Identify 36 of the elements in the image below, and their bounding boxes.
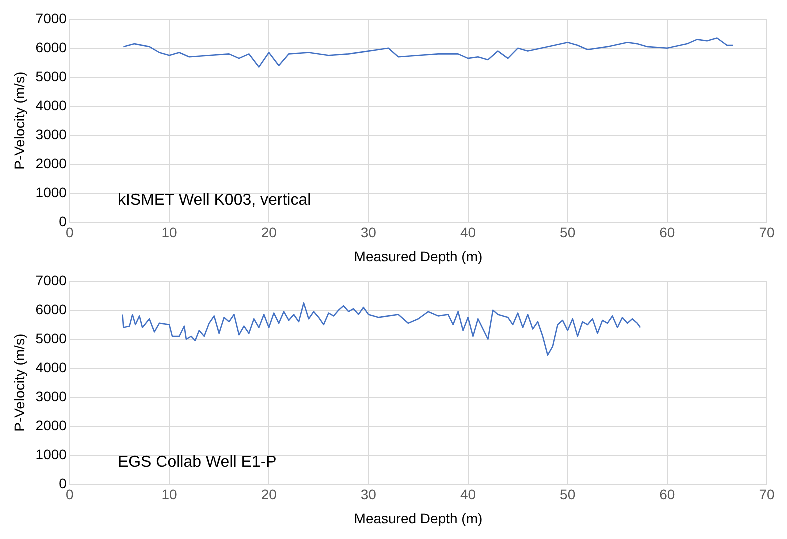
x-tick-label: 60 (660, 224, 676, 241)
y-axis-title: P-Velocity (m/s) (11, 72, 28, 170)
annotation: EGS Collab Well E1-P (118, 454, 277, 471)
annotation: kISMET Well K003, vertical (118, 192, 312, 209)
x-tick-label: 70 (759, 486, 775, 503)
x-tick-label: 40 (460, 486, 476, 503)
y-tick-label: 4000 (36, 359, 68, 376)
y-tick-label: 6000 (36, 39, 68, 56)
y-axis-title: P-Velocity (m/s) (11, 334, 28, 432)
y-tick-label: 1000 (36, 446, 68, 462)
y-tick-label: 3000 (36, 388, 68, 404)
x-tick-label: 50 (560, 224, 576, 241)
x-tick-label: 40 (460, 224, 476, 241)
y-tick-label: 3000 (36, 126, 68, 142)
x-axis-title: Measured Depth (m) (354, 510, 483, 526)
y-tick-label: 2000 (36, 155, 68, 172)
y-tick-label: 6000 (36, 301, 68, 318)
x-tick-label: 20 (261, 224, 278, 241)
x-tick-label: 70 (759, 224, 775, 241)
x-tick-label: 60 (660, 486, 676, 503)
x-tick-label: 30 (360, 224, 377, 241)
x-tick-label: 20 (261, 486, 278, 503)
y-tick-label: 7000 (36, 10, 68, 26)
y-tick-label: 2000 (36, 417, 68, 434)
y-tick-label: 5000 (36, 330, 68, 346)
y-tick-label: 5000 (36, 68, 68, 84)
x-axis-title: Measured Depth (m) (354, 248, 483, 264)
x-tick-label: 10 (162, 486, 178, 503)
y-tick-label: 7000 (36, 272, 68, 288)
y-tick-label: 4000 (36, 97, 68, 114)
x-tick-label: 10 (162, 224, 178, 241)
y-tick-label: 0 (59, 213, 68, 230)
x-tick-label: 50 (560, 486, 576, 503)
y-tick-label: 1000 (36, 184, 68, 200)
y-tick-label: 0 (59, 475, 68, 492)
x-tick-label: 30 (360, 486, 377, 503)
